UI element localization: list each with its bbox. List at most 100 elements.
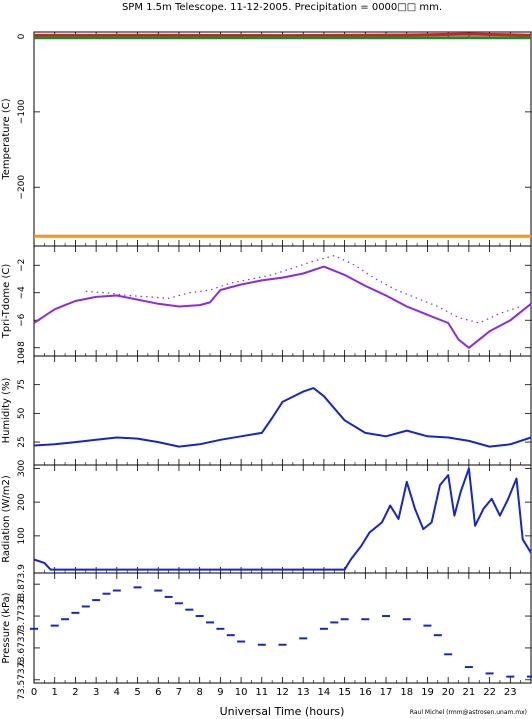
data-point [112,589,121,592]
panel-1: 0 −100 −200 Temperature (C) [1,31,532,247]
plot-frame [33,572,532,684]
x-tick-label: 6 [155,687,161,698]
x-tick-label: 14 [318,687,331,698]
chart-title: SPM 1.5m Telescope. 11-12-2005. Precipit… [122,2,442,13]
data-point [402,618,411,621]
y-tick-label: 300 [17,460,27,477]
data-point [206,621,215,624]
plot-frame [33,464,532,574]
panel-2: −2 −4 −6 −8 Tpri-Tdome (C) [1,245,532,357]
panel-5: 0 1 2 3 4 5 6 7 8 9 10 11 12 13 14 15 16 17 18 19 20 21 22 2373… [1,564,532,700]
series-line [85,255,521,324]
y-axis-label: Pressure (kPa) [1,592,12,663]
y-tick-label: 200 [17,493,27,510]
y-tick-label: 73.773.8 [17,596,27,636]
plot-frame [33,31,532,247]
data-point [226,634,235,637]
y-tick-label: 75 [17,379,27,390]
data-point [50,624,59,627]
data-point [299,637,308,640]
x-tick-label: 9 [217,687,223,698]
data-point [361,618,370,621]
y-tick-label: −4 [17,286,27,300]
data-point [278,643,287,646]
data-point [485,672,494,675]
data-point [216,627,225,630]
x-tick-label: 4 [114,687,120,698]
x-tick-label: 8 [196,687,202,698]
data-point [319,627,328,630]
x-tick-label: 21 [463,687,476,698]
x-axis-label: Universal Time (hours) [220,705,345,718]
x-tick-label: 16 [359,687,372,698]
y-tick-label: −2 [17,259,27,272]
x-tick-label: 23 [504,687,517,698]
y-axis-label: Tpri-Tdome (C) [1,264,12,340]
data-point [433,634,442,637]
data-point [195,615,204,618]
data-point [185,608,194,611]
data-point [154,589,163,592]
x-tick-label: 10 [235,687,248,698]
y-tick-label: −8 [17,341,27,355]
data-point [340,618,349,621]
data-point [257,643,266,646]
x-tick-label: 18 [400,687,413,698]
x-tick-label: 1 [52,687,58,698]
y-tick-label: −6 [17,313,27,327]
panel-3: 25 50 75 100 Humidity (%) [1,347,532,466]
data-point [71,611,80,614]
panels: 0 −100 −200 Temperature (C) −2 −4 −6 −8 Tpri-Tdo… [1,31,532,700]
data-point [527,675,532,678]
y-tick-label: 50 [17,407,27,419]
series-line [33,467,532,571]
data-point [382,615,391,618]
x-tick-label: 12 [276,687,289,698]
x-tick-label: 15 [338,687,351,698]
data-point [444,653,453,656]
x-tick-label: 3 [93,687,99,698]
y-tick-label: 73.673.7 [17,628,27,668]
series-line [33,265,532,349]
data-point [30,627,38,630]
plot-frame [33,245,532,357]
data-point [423,624,432,627]
series-line [33,32,532,38]
x-tick-label: 2 [72,687,78,698]
y-axis-label: Radiation (W/m2) [1,475,12,563]
x-tick-label: 17 [380,687,393,698]
y-axis-label: Humidity (%) [1,377,12,443]
data-point [464,666,473,669]
y-tick-label: 73.873.9 [17,564,27,604]
y-tick-label: 100 [17,347,27,364]
data-point [330,621,339,624]
data-point [133,586,142,589]
data-point [237,640,246,643]
series-line [33,387,532,448]
data-point [81,605,90,608]
y-tick-label: 0 [17,33,27,39]
data-point [102,592,111,595]
x-tick-label: 22 [483,687,496,698]
x-tick-label: 0 [31,687,37,698]
credit-text: Raul Michel (rmm@astrosen.unam.mx) [410,709,527,716]
x-tick-label: 19 [421,687,434,698]
x-tick-label: 7 [176,687,182,698]
data-point [164,595,173,598]
data-point [506,675,515,678]
x-tick-label: 5 [134,687,140,698]
x-tick-label: 13 [297,687,310,698]
data-point [92,599,101,602]
x-tick-label: 11 [255,687,268,698]
y-axis-label: Temperature (C) [1,98,12,180]
x-tick-label: 20 [442,687,455,698]
data-point [61,618,70,621]
y-tick-label: 73.573.6 [17,659,27,699]
y-tick-label: −100 [17,99,27,124]
plot-frame [33,355,532,466]
panel-4: 100 200 300 Radiation (W/m2) [1,460,532,574]
y-tick-label: −200 [17,175,27,200]
y-tick-label: 100 [17,527,27,544]
data-point [174,602,183,605]
